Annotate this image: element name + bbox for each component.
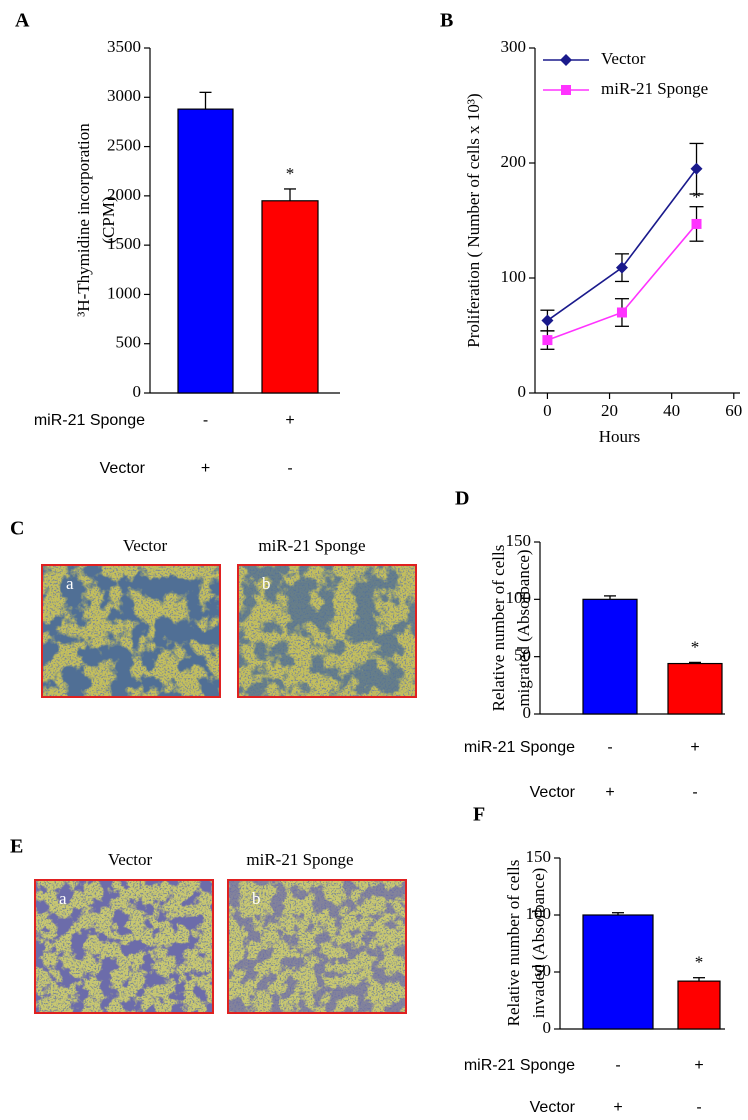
micrograph-cells [238,565,416,697]
micrograph-cells [42,565,220,697]
micrograph-cells [35,880,213,1013]
y-tick-label: 100 [526,904,552,923]
row-cell: + [613,1099,622,1116]
y-tick-label: 0 [523,703,532,722]
x-tick-label: 0 [543,401,552,420]
y-tick-label: 2500 [107,135,141,154]
micrograph [34,879,214,1014]
panel-label: D [455,488,469,510]
significance-mark: * [695,953,704,972]
x-tick-label: 40 [663,401,680,420]
y-axis-label: Relative number of cells [504,860,523,1027]
row-label: miR-21 Sponge [34,412,145,429]
image-title: miR-21 Sponge [258,536,365,555]
row-cell: + [605,784,614,801]
image-tag: a [66,574,74,593]
y-tick-label: 50 [514,646,531,665]
panel-label: B [440,10,453,32]
bar [677,980,721,1030]
row-cell: - [615,1057,620,1074]
y-tick-label: 1500 [107,234,141,253]
row-label: miR-21 Sponge [464,1057,575,1074]
bar [667,662,723,715]
y-axis-label: ³H-Thymidine incorporation [74,123,93,317]
image-title: miR-21 Sponge [246,850,353,869]
y-axis-label: (CPM) [99,196,118,243]
x-tick-label: 20 [601,401,618,420]
panel-label: C [10,518,24,540]
marker [561,85,571,95]
x-axis-label: Hours [599,427,641,446]
row-label: Vector [530,784,576,801]
y-axis-label: Proliferation ( Number of cells x 10³) [464,93,483,347]
row-cell: + [285,412,294,429]
y-axis-label: migrated (Absorbance) [514,549,533,706]
row-cell: + [694,1057,703,1074]
bar [582,914,654,1030]
bar [582,598,638,715]
image-tag: b [262,574,271,593]
row-cell: - [607,739,612,756]
panel-label: E [10,836,23,858]
bar [261,200,319,394]
legend-label: miR-21 Sponge [601,79,708,98]
marker [560,54,572,66]
image-tag: a [59,889,67,908]
marker [691,218,702,229]
micrograph-border [227,879,407,1014]
micrograph [237,564,417,698]
y-tick-label: 0 [518,382,527,401]
y-tick-label: 150 [506,531,532,550]
image-title: Vector [123,536,168,555]
image-tag: b [252,889,261,908]
micrograph [41,564,221,698]
y-tick-label: 3000 [107,86,141,105]
row-cell: - [203,412,208,429]
legend-label: Vector [601,49,646,68]
y-tick-label: 50 [534,961,551,980]
row-cell: + [690,739,699,756]
micrograph [227,879,407,1014]
significance-mark: * [692,188,701,207]
row-cell: - [692,784,697,801]
y-tick-label: 100 [506,588,532,607]
y-tick-label: 200 [501,152,527,171]
x-tick-label: 60 [725,401,742,420]
bar [177,108,234,394]
significance-mark: * [286,164,295,183]
significance-mark: * [691,637,700,656]
panel-label: A [15,10,30,32]
y-tick-label: 300 [501,37,527,56]
y-tick-label: 500 [116,333,142,352]
y-axis-label: Relative number of cells [489,545,508,712]
y-tick-label: 100 [501,267,527,286]
marker [542,335,553,346]
row-label: miR-21 Sponge [464,739,575,756]
y-tick-label: 3500 [107,37,141,56]
micrograph-border [237,564,417,698]
panel-label: F [473,804,485,826]
row-cell: - [696,1099,701,1116]
y-tick-label: 2000 [107,185,141,204]
row-label: Vector [100,460,146,477]
y-tick-label: 0 [543,1018,552,1037]
image-title: Vector [108,850,153,869]
y-tick-label: 0 [133,382,142,401]
micrograph-border [41,564,221,698]
row-cell: + [201,460,210,477]
series-line [546,168,698,322]
micrograph-border [34,879,214,1014]
y-tick-label: 150 [526,847,552,866]
micrograph-cells [228,880,406,1013]
y-axis-label: invaded (Absorbance) [529,868,548,1019]
marker [615,261,628,274]
marker [541,314,554,327]
row-cell: - [287,460,292,477]
row-label: Vector [530,1099,576,1116]
marker [690,162,703,175]
y-tick-label: 1000 [107,283,141,302]
marker [616,307,627,318]
